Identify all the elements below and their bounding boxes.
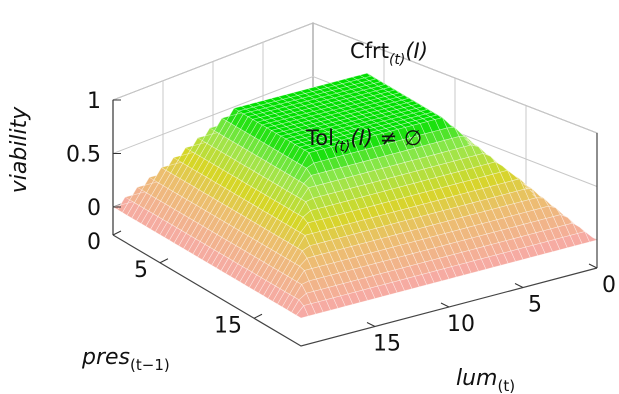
y-tick-mark [253, 313, 263, 319]
z-axis-label: viability [7, 106, 32, 194]
wall-level-line [112, 75, 598, 187]
y-tick-label: 15 [214, 313, 242, 338]
surface-mesh [112, 72, 598, 319]
y-tick-label: 0 [87, 230, 101, 255]
z-tick-label: 0 [87, 196, 101, 221]
annotation-tolerance: Tol(t)(I) ≠ ∅ [305, 126, 422, 155]
y-tick-mark [112, 230, 122, 236]
x-axis-label: lum(t) [456, 366, 515, 394]
wall-level-line [112, 22, 598, 134]
front-base-edge [112, 234, 598, 347]
x-tick-label: 10 [447, 312, 475, 337]
x-tick-label: 0 [602, 273, 616, 298]
y-tick-mark [159, 258, 169, 264]
annotation-comfort: Cfrt(t)(I) [350, 39, 428, 68]
x-tick-mark [588, 263, 598, 269]
y-axis-label: pres(t−1) [81, 345, 170, 374]
x-tick-label: 5 [528, 293, 542, 318]
x-tick-mark [366, 322, 376, 327]
x-tick-mark [440, 302, 450, 308]
y-tick-label: 5 [134, 258, 148, 283]
box-front-edges [112, 133, 598, 347]
x-tick-mark [514, 283, 524, 288]
z-tick-label: 0.5 [66, 143, 101, 168]
z-tick-label: 1 [87, 89, 101, 114]
x-tick-label: 15 [373, 332, 401, 357]
